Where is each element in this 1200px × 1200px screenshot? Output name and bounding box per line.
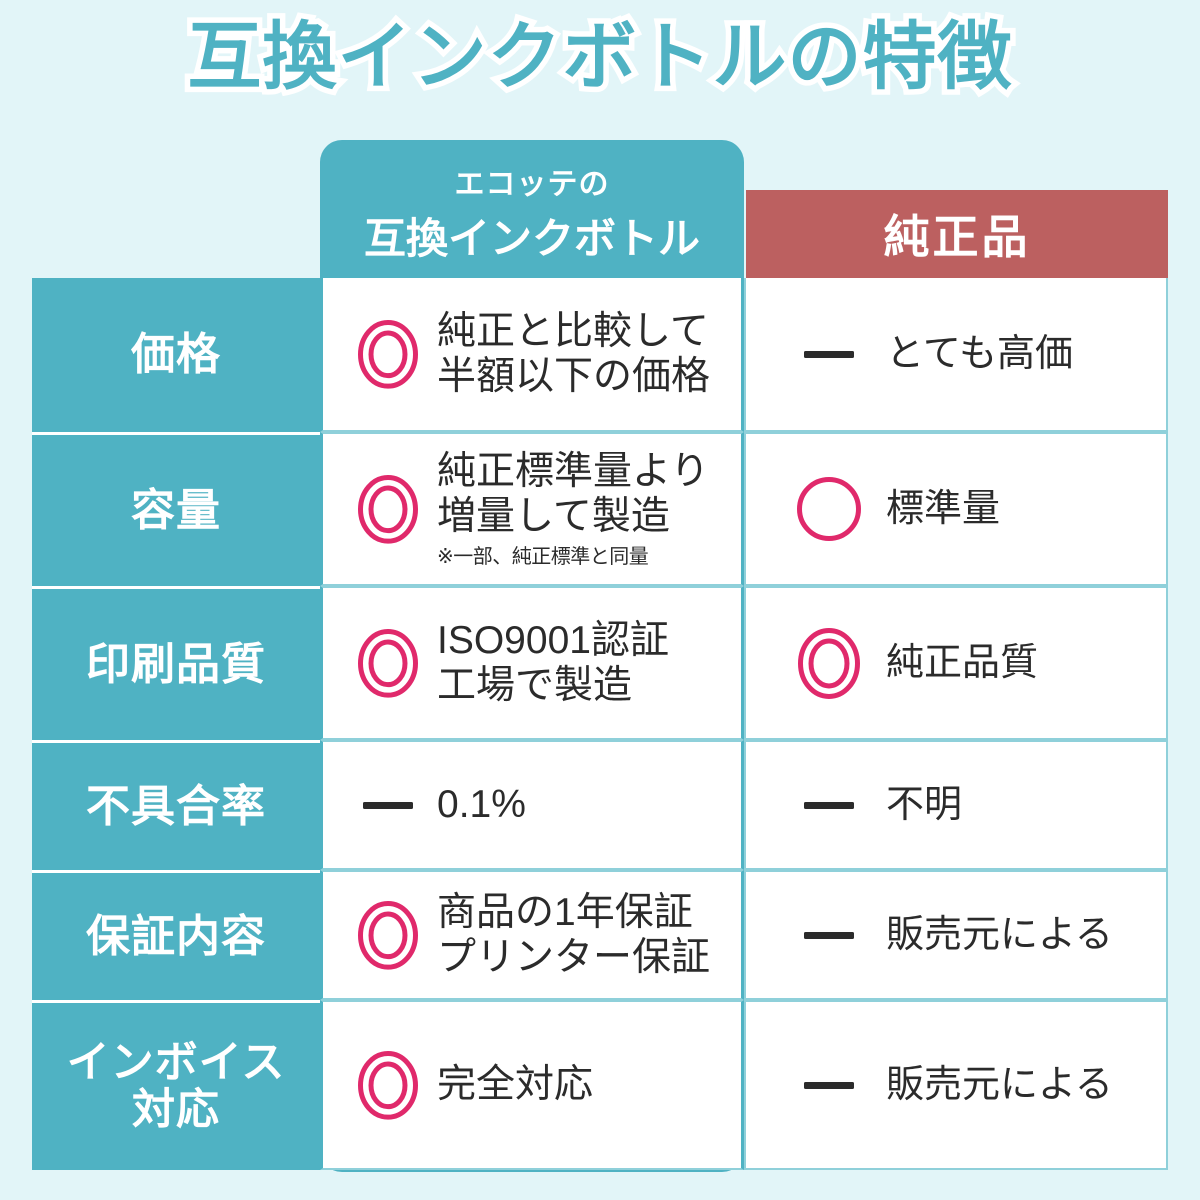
table-row: 容量 純正標準量より 増量して製造 ※一部、純正標準と同量 標準量 [32,432,1168,586]
row-label-cell: 保証内容 [32,870,320,1000]
genuine-value-cell: 標準量 [744,432,1168,586]
column-header-genuine-label: 純正品 [883,211,1031,263]
row-label-text: 容量 [131,485,221,535]
genuine-value-text: 販売元による [886,1063,1113,1106]
column-header-compatible: エコッテの 互換インクボトル [320,146,744,278]
compatible-value-cell: ISO9001認証 工場で製造 [320,586,744,740]
row-label-cell: 印刷品質 [32,586,320,740]
compatible-value-cell: 純正標準量より 増量して製造 ※一部、純正標準と同量 [320,432,744,586]
compatible-value-text: 0.1% [437,783,526,827]
genuine-value-cell: 不明 [744,740,1168,870]
genuine-value-cell: とても高価 [744,278,1168,432]
dash-icon [790,345,868,363]
genuine-value-text: とても高価 [886,332,1073,375]
genuine-value-cell: 販売元による [744,870,1168,1000]
row-label-text: 価格 [131,330,221,380]
column-header-product-label: 互換インクボトル [363,214,700,262]
table-row: 不具合率 0.1% 不明 [32,740,1168,870]
double-circle-icon [351,900,425,971]
row-label-cell: 容量 [32,432,320,586]
genuine-value-text: 純正品質 [886,641,1039,684]
table-row: 印刷品質 ISO9001認証 工場で製造 純正品質 [32,586,1168,740]
dash-icon [351,796,425,814]
compatible-value-text: 純正標準量より 増量して製造 [437,449,710,538]
page-title: 互換インクボトルの特徴 [182,10,1017,104]
double-circle-icon [351,628,425,699]
row-label-text: 不具合率 [86,781,266,831]
genuine-value-cell: 販売元による [744,1000,1168,1170]
table-row: インボイス 対応 完全対応 販売元による [32,1000,1168,1170]
dash-icon [790,1076,868,1094]
row-label-text: インボイス 対応 [66,1039,286,1134]
double-circle-icon [351,474,425,545]
double-circle-icon [351,1050,425,1121]
genuine-value-text: 標準量 [886,487,1001,530]
genuine-value-text: 販売元による [886,913,1113,956]
compatible-value-cell: 商品の1年保証 プリンター保証 [320,870,744,1000]
row-label-cell: インボイス 対応 [32,1000,320,1170]
column-header-brand-label: エコッテの [454,167,610,201]
column-header-genuine: 純正品 [746,190,1168,278]
compatible-value-cell: 0.1% [320,740,744,870]
row-label-text: 印刷品質 [86,639,266,689]
compatible-value-text: 純正と比較して 半額以下の価格 [437,309,711,398]
genuine-value-text: 不明 [886,783,963,826]
double-circle-icon [351,319,425,390]
genuine-value-cell: 純正品質 [744,586,1168,740]
compatible-value-cell: 完全対応 [320,1000,744,1170]
table-body: 価格 純正と比較して 半額以下の価格 とても高価容量 純正標準量より 増量して製造 ※一… [32,278,1168,1170]
row-label-cell: 不具合率 [32,740,320,870]
compatible-value-note: ※一部、純正標準と同量 [437,546,649,569]
compatible-value-text: ISO9001認証 工場で製造 [437,618,669,707]
compatible-value-text: 完全対応 [437,1063,594,1107]
comparison-table: エコッテの 互換インクボトル 純正品 価格 純正と比較して 半額以下の価格 とても高… [32,140,1168,1180]
single-circle-icon [790,476,868,542]
compatible-value-text: 商品の1年保証 プリンター保証 [437,890,711,979]
table-row: 保証内容 商品の1年保証 プリンター保証 販売元による [32,870,1168,1000]
row-label-text: 保証内容 [86,911,266,961]
dash-icon [790,796,868,814]
table-row: 価格 純正と比較して 半額以下の価格 とても高価 [32,278,1168,432]
compatible-value-cell: 純正と比較して 半額以下の価格 [320,278,744,432]
double-circle-icon [790,627,868,700]
dash-icon [790,926,868,944]
row-label-cell: 価格 [32,278,320,432]
